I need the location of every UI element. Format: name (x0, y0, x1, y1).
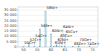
tick-label: 35 000 (4, 8, 17, 12)
tick-label: 70 (76, 48, 81, 52)
tick-label: 60 (49, 48, 54, 52)
tick-label: 0 (14, 45, 17, 49)
tick-label: 50 (21, 48, 26, 52)
tick-label: 15 000 (4, 29, 17, 33)
bar (89, 46, 90, 47)
tick-label: 10 000 (4, 34, 17, 38)
annotation: 62Ni+ (57, 38, 68, 42)
annotation: 56Fe+ (41, 24, 53, 28)
annotation: 54Cr+ (35, 34, 47, 38)
grid-line (18, 10, 98, 11)
leader-line (64, 34, 66, 47)
leader-line (51, 33, 53, 34)
annotation: 65Cu+ (66, 30, 78, 34)
leader-line (53, 45, 55, 46)
leader-line (89, 46, 90, 47)
tick-label: 65 (63, 48, 68, 52)
x-axis: 50 55 60 65 70 75 (21, 47, 95, 52)
annotation: 52Cr+ (30, 38, 42, 42)
annotation: 74Ge+ (87, 42, 100, 46)
annotation: 63Cu+ (60, 34, 72, 38)
annotation: 61Ni+ (55, 41, 66, 45)
bar (50, 34, 51, 47)
leader-line (62, 29, 64, 46)
leader-line (40, 28, 42, 29)
bar (23, 46, 24, 47)
leader-line (73, 46, 75, 47)
grid-line (18, 15, 98, 16)
leader-line (29, 41, 31, 43)
tick-label: 25 000 (4, 19, 17, 23)
tick-label: 5 000 (6, 40, 17, 44)
leader-line (34, 37, 36, 46)
annotation: 68Zn+ (74, 42, 86, 46)
chart-container: 05 000 10 00015 00020 00025 000 30 00035 0… (0, 0, 100, 55)
tick-label: 75 (90, 48, 95, 52)
chart: 05 000 10 00015 00020 00025 000 30 00035 0… (0, 0, 100, 55)
bar (53, 46, 54, 47)
bar (72, 46, 73, 47)
leader-line (59, 37, 61, 46)
leader-line (78, 42, 80, 47)
leader-line (56, 41, 58, 45)
grid-line (18, 25, 98, 26)
annotations: 50Cr+52Cr+54Cr+56Fe+58Ni+60Ni+61Ni+62Ni+… (24, 6, 100, 47)
leader-line (23, 45, 25, 46)
bar (45, 11, 46, 47)
annotation: 50Cr+ (24, 41, 36, 45)
grid-line (18, 20, 98, 21)
annotation: 58Ni+ (46, 6, 57, 10)
tick-label: 20 000 (4, 24, 17, 28)
y-axis: 05 000 10 00015 00020 00025 000 30 00035 0… (4, 8, 18, 49)
leader-line (45, 10, 47, 11)
tick-label: 55 (35, 48, 40, 52)
tick-label: 30 000 (4, 13, 17, 17)
